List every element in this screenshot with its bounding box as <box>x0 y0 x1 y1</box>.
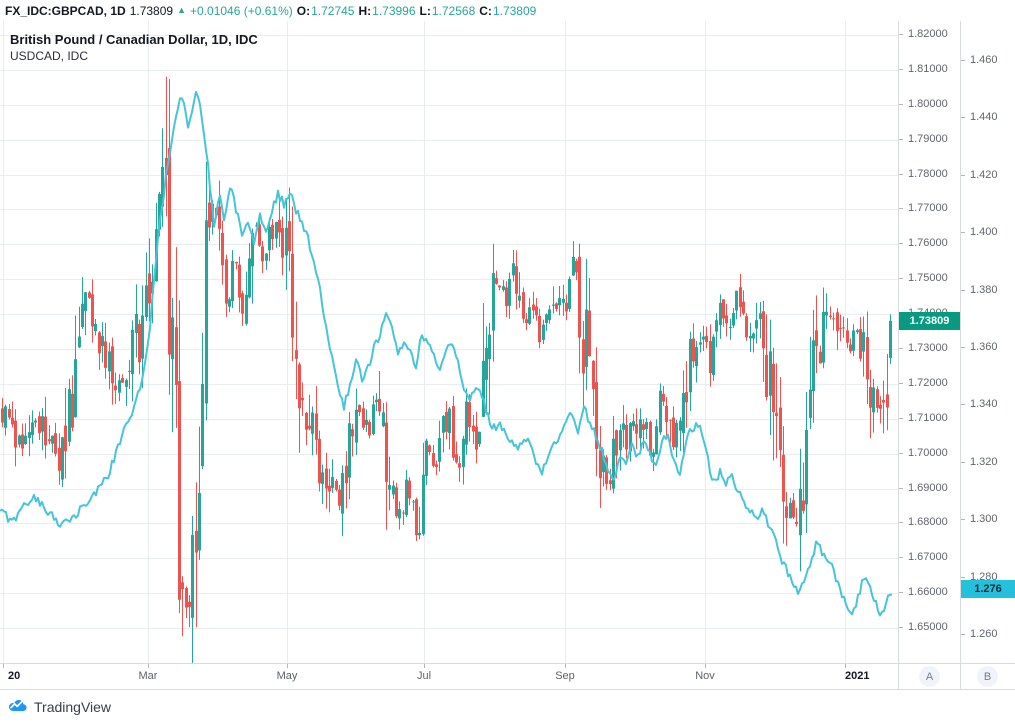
usdcad-tick-1.420: 1.420 <box>961 168 1015 183</box>
price-axis-usdcad[interactable]: 1.460 1.440 1.420 1.400 1.380 1.360 1.340 1.320… <box>961 21 1015 663</box>
high-value: 1.73996 <box>372 3 416 18</box>
gbpcad-tick-1.80000: 1.80000 <box>899 97 960 112</box>
time-tick <box>424 664 425 668</box>
last-price: 1.73809 <box>129 3 174 18</box>
time-axis[interactable]: 20 Mar May Jul Sep Nov 2021 <box>0 663 1015 690</box>
time-tick <box>705 664 706 668</box>
usdcad-tick-1.440: 1.440 <box>961 110 1015 125</box>
time-tick <box>148 664 149 668</box>
close-value: 1.73809 <box>492 3 537 18</box>
symbol-label[interactable]: FX_IDC:GBPCAD, 1D <box>5 3 126 18</box>
gbpcad-tick-1.79000: 1.79000 <box>899 132 960 147</box>
time-label-Nov: Nov <box>695 670 715 682</box>
gbpcad-tick-1.67000: 1.67000 <box>899 550 960 565</box>
usdcad-tick-1.400: 1.400 <box>961 225 1015 240</box>
gbpcad-tick-1.78000: 1.78000 <box>899 167 960 182</box>
low-value: 1.72568 <box>431 3 476 18</box>
time-label-20: 20 <box>8 670 21 682</box>
logo-text: TradingView <box>34 699 112 715</box>
close-label: C: <box>479 3 492 18</box>
gbpcad-tick-1.82000: 1.82000 <box>899 27 960 42</box>
price-axis-gbpcad[interactable]: 1.82000 1.81000 1.80000 1.79000 1.78000 1.770… <box>899 21 960 663</box>
gbpcad-tick-1.76000: 1.76000 <box>899 236 960 251</box>
usdcad-tick-1.320: 1.320 <box>961 455 1015 470</box>
high-label: H: <box>358 3 372 18</box>
gbpcad-tick-1.72000: 1.72000 <box>899 376 960 391</box>
gbpcad-tick-1.65000: 1.65000 <box>899 620 960 635</box>
gbpcad-tick-1.70000: 1.70000 <box>899 446 960 461</box>
gbpcad-tick-1.68000: 1.68000 <box>899 515 960 530</box>
legend-title[interactable]: British Pound / Canadian Dollar, 1D, IDC <box>10 32 258 47</box>
gbpcad-tick-1.71000: 1.71000 <box>899 411 960 426</box>
legend-subtitle[interactable]: USDCAD, IDC <box>10 49 89 63</box>
time-label-2021: 2021 <box>845 670 870 682</box>
ohlc-header: FX_IDC:GBPCAD, 1D 1.73809 ▲ +0.01046 (+0… <box>0 0 1015 21</box>
scale-mode-b-button[interactable]: B <box>977 666 998 687</box>
time-tick <box>565 664 566 668</box>
open-label: O: <box>296 3 311 18</box>
tradingview-logo[interactable]: TradingView <box>7 697 111 717</box>
last-price-badge-usdcad: 1.276 <box>961 580 1015 599</box>
last-price-badge-gbpcad: 1.73809 <box>899 311 960 330</box>
time-tick <box>287 664 288 668</box>
usdcad-tick-1.300: 1.300 <box>961 512 1015 527</box>
usdcad-tick-1.460: 1.460 <box>961 53 1015 68</box>
chart-legend: British Pound / Canadian Dollar, 1D, IDC… <box>10 31 258 64</box>
gbpcad-tick-1.75000: 1.75000 <box>899 271 960 286</box>
cloud-logo-icon <box>7 697 29 717</box>
gbpcad-tick-1.66000: 1.66000 <box>899 585 960 600</box>
open-value: 1.72745 <box>311 3 355 18</box>
gbpcad-tick-1.73000: 1.73000 <box>899 341 960 356</box>
usdcad-tick-1.260: 1.260 <box>961 627 1015 642</box>
time-tick <box>845 664 846 668</box>
usdcad-tick-1.340: 1.340 <box>961 397 1015 412</box>
axis-separator-left <box>898 21 899 690</box>
time-label-Mar: Mar <box>138 670 158 682</box>
price-change: +0.01046 (+0.61%) <box>190 3 293 18</box>
up-arrow-icon: ▲ <box>177 4 186 15</box>
usdcad-tick-1.280: 1.280 <box>961 570 1015 585</box>
time-label-May: May <box>276 670 298 682</box>
time-label-Jul: Jul <box>416 670 432 682</box>
gbpcad-tick-1.77000: 1.77000 <box>899 201 960 216</box>
usdcad-tick-1.380: 1.380 <box>961 283 1015 298</box>
gbpcad-tick-1.81000: 1.81000 <box>899 62 960 77</box>
footer: TradingView <box>0 690 1015 722</box>
scale-mode-a-button[interactable]: A <box>919 666 940 687</box>
low-label: L: <box>419 3 431 18</box>
usdcad-tick-1.360: 1.360 <box>961 340 1015 355</box>
time-tick <box>3 664 4 668</box>
gbpcad-tick-1.69000: 1.69000 <box>899 481 960 496</box>
axis-separator-right <box>960 21 961 690</box>
time-label-Sep: Sep <box>555 670 575 682</box>
